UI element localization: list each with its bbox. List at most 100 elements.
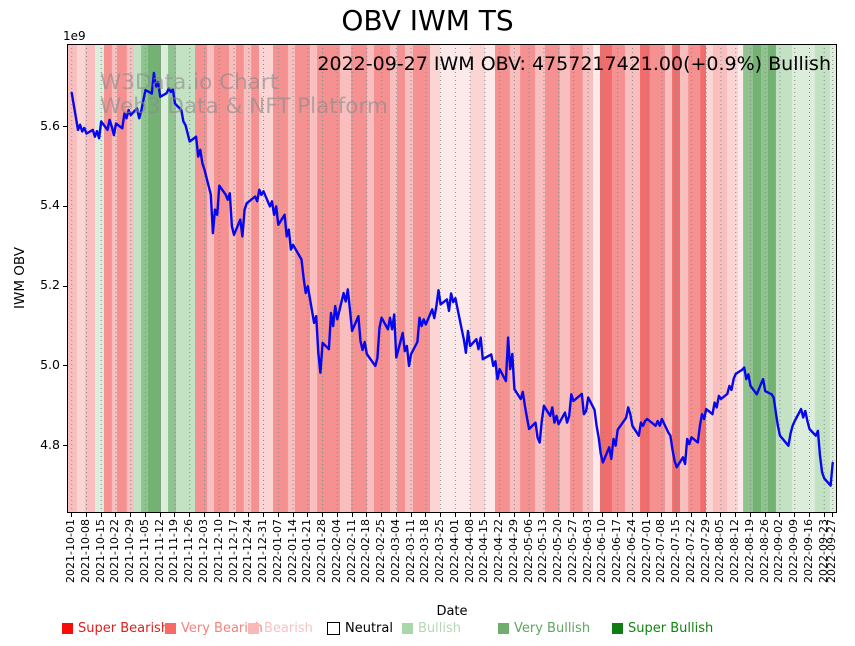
x-tick-mark bbox=[469, 513, 471, 517]
x-tick-label: 2022-08-26 bbox=[757, 519, 771, 583]
x-tick-label: 2022-09-27 bbox=[825, 519, 839, 583]
x-tick-mark bbox=[233, 513, 235, 517]
x-tick-mark bbox=[159, 513, 161, 517]
x-tick-label: 2022-05-13 bbox=[536, 519, 550, 583]
chart-title: OBV IWM TS bbox=[341, 4, 514, 37]
x-tick-label: 2022-04-15 bbox=[477, 519, 491, 583]
x-tick-mark bbox=[454, 513, 456, 517]
legend-marker-icon bbox=[248, 623, 259, 634]
watermark-line1: W3Data.io Chart bbox=[100, 70, 279, 95]
legend-marker-icon bbox=[498, 623, 509, 634]
x-tick-mark bbox=[144, 513, 146, 517]
sentiment-band-red bbox=[103, 44, 112, 513]
x-tick-mark bbox=[322, 513, 324, 517]
sentiment-band-greenPale bbox=[829, 44, 837, 513]
sentiment-band-greenDark bbox=[148, 44, 162, 513]
legend-marker-icon bbox=[612, 623, 623, 634]
x-tick-label: 2022-01-28 bbox=[315, 519, 329, 583]
x-tick-label: 2022-08-19 bbox=[742, 519, 756, 583]
legend-marker-icon bbox=[327, 622, 340, 635]
sentiment-band-pink bbox=[287, 44, 295, 513]
x-tick-label: 2021-12-31 bbox=[256, 519, 270, 583]
y-tick-label: 5.4 bbox=[40, 197, 60, 213]
x-tick-label: 2021-11-19 bbox=[167, 519, 181, 583]
sentiment-band-pinkPale bbox=[485, 44, 495, 513]
x-tick-label: 2022-04-08 bbox=[462, 519, 476, 583]
x-tick-mark bbox=[100, 513, 102, 517]
y-tick-label: 5.2 bbox=[40, 277, 60, 293]
x-tick-mark bbox=[779, 513, 781, 517]
sentiment-band-greenDark bbox=[753, 44, 762, 513]
watermark-line2: Web3 Data & NFT Platform bbox=[100, 94, 388, 119]
x-tick-mark bbox=[794, 513, 796, 517]
x-tick-mark bbox=[381, 513, 383, 517]
sentiment-band-pinkLight bbox=[727, 44, 739, 513]
x-tick-mark bbox=[440, 513, 442, 517]
x-tick-label: 2022-04-01 bbox=[447, 519, 461, 583]
x-tick-mark bbox=[676, 513, 678, 517]
x-tick-mark bbox=[558, 513, 560, 517]
legend-label: Neutral bbox=[345, 621, 393, 636]
x-tick-mark bbox=[513, 513, 515, 517]
legend-item-bullish: Bullish bbox=[402, 622, 461, 635]
x-tick-mark bbox=[832, 513, 834, 517]
legend-label: Bearish bbox=[264, 621, 313, 636]
x-tick-mark bbox=[85, 513, 87, 517]
y-axis-offset-label: 1e9 bbox=[63, 29, 86, 43]
legend-marker-icon bbox=[62, 623, 73, 634]
x-tick-label: 2022-01-07 bbox=[270, 519, 284, 583]
x-tick-mark bbox=[277, 513, 279, 517]
sentiment-band-pink bbox=[207, 44, 214, 513]
x-tick-label: 2021-12-03 bbox=[197, 519, 210, 583]
sentiment-band-pink bbox=[243, 44, 252, 513]
x-tick-label: 2022-06-24 bbox=[624, 519, 638, 583]
sentiment-band-redStrong bbox=[672, 44, 681, 513]
x-tick-mark bbox=[631, 513, 633, 517]
x-tick-label: 2022-06-03 bbox=[580, 519, 594, 583]
sentiment-band-pinkPale bbox=[738, 44, 744, 513]
x-tick-label: 2021-10-15 bbox=[93, 519, 107, 583]
x-tick-label: 2022-04-29 bbox=[506, 519, 520, 583]
sentiment-band-red bbox=[317, 44, 341, 513]
y-tick-mark bbox=[63, 285, 67, 287]
sentiment-band-pink bbox=[712, 44, 728, 513]
x-tick-mark bbox=[617, 513, 619, 517]
x-tick-mark bbox=[263, 513, 265, 517]
sentiment-band-pink bbox=[625, 44, 641, 513]
x-tick-label: 2022-02-04 bbox=[329, 519, 343, 583]
sentiment-band-pink bbox=[126, 44, 135, 513]
sentiment-band-redStrong bbox=[599, 44, 612, 513]
y-tick-mark bbox=[63, 126, 67, 128]
sentiment-band-greenLight bbox=[176, 44, 196, 513]
sentiment-band-pink bbox=[111, 44, 118, 513]
sentiment-band-pink bbox=[67, 44, 77, 513]
x-tick-label: 2022-06-10 bbox=[595, 519, 609, 583]
x-tick-mark bbox=[174, 513, 176, 517]
sentiment-band-greenMed bbox=[743, 44, 754, 513]
x-tick-label: 2022-07-01 bbox=[639, 519, 653, 583]
legend-label: Super Bearish bbox=[78, 621, 170, 636]
x-tick-label: 2022-01-14 bbox=[285, 519, 299, 583]
y-tick-label: 4.8 bbox=[40, 436, 60, 452]
plot-area bbox=[67, 44, 837, 513]
x-tick-mark bbox=[690, 513, 692, 517]
x-tick-mark bbox=[218, 513, 220, 517]
x-tick-label: 2022-05-27 bbox=[565, 519, 579, 583]
sentiment-band-greenPale bbox=[95, 44, 104, 513]
sentiment-band-greenLight bbox=[775, 44, 793, 513]
x-tick-label: 2022-03-18 bbox=[418, 519, 432, 583]
x-tick-label: 2022-09-16 bbox=[802, 519, 815, 583]
sentiment-band-greenLight bbox=[814, 44, 830, 513]
x-tick-mark bbox=[528, 513, 530, 517]
legend-item-neutral: Neutral bbox=[327, 622, 393, 635]
x-tick-label: 2022-07-15 bbox=[669, 519, 683, 583]
sentiment-band-greenPale bbox=[161, 44, 169, 513]
sentiment-band-pink bbox=[582, 44, 594, 513]
sentiment-band-greenMed bbox=[761, 44, 768, 513]
sentiment-band-red bbox=[213, 44, 229, 513]
x-tick-mark bbox=[764, 513, 766, 517]
sentiment-band-greenLight bbox=[134, 44, 142, 513]
x-tick-label: 2022-09-02 bbox=[772, 519, 786, 583]
x-tick-mark bbox=[720, 513, 722, 517]
sentiment-band-greenMed bbox=[168, 44, 177, 513]
